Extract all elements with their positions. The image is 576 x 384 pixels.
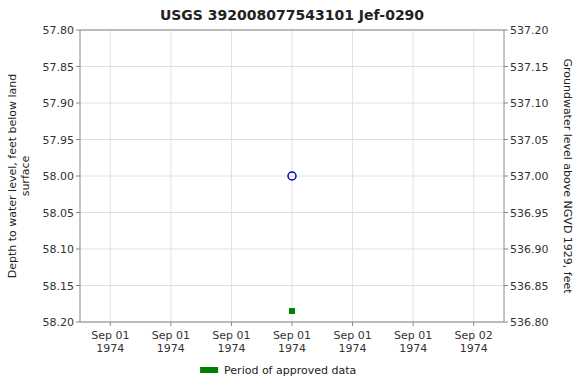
tick-mark: [76, 285, 80, 286]
tick-mark: [292, 322, 293, 326]
y2-tick-label: 536.85: [510, 280, 549, 293]
chart-title: USGS 392008077543101 Jef-0290: [160, 7, 424, 23]
y2-tick-label: 536.80: [510, 316, 549, 329]
text-line: Sep 01: [273, 329, 311, 342]
y2-tick-label: 536.95: [510, 207, 549, 220]
tick-mark: [504, 322, 508, 323]
text-line: Sep 01: [212, 329, 250, 342]
tick-mark: [76, 249, 80, 250]
grid-line: [473, 30, 474, 322]
text-line: 1974: [399, 342, 427, 355]
tick-mark: [76, 139, 80, 140]
y-tick-label: 58.00: [43, 170, 75, 183]
y-tick-label: 57.85: [43, 61, 75, 74]
tick-mark: [504, 285, 508, 286]
tick-mark: [110, 322, 111, 326]
text-line: 1974: [157, 342, 185, 355]
tick-mark: [76, 30, 80, 31]
y2-axis-label: Groundwater level above NGVD 1929, feet: [561, 58, 574, 294]
y-tick-label: 57.95: [43, 134, 75, 147]
legend: Period of approved data: [200, 364, 356, 377]
text-line: 1974: [339, 342, 367, 355]
tick-mark: [76, 103, 80, 104]
y-tick-label: 57.80: [43, 24, 75, 37]
tick-mark: [231, 322, 232, 326]
y2-tick-label: 537.20: [510, 24, 549, 37]
x-tick-label: Sep 011974: [152, 329, 190, 355]
text-line: 1974: [96, 342, 124, 355]
grid-line: [110, 30, 111, 322]
tick-mark: [76, 322, 80, 323]
tick-mark: [504, 30, 508, 31]
y-tick-label: 57.90: [43, 97, 75, 110]
tick-mark: [76, 66, 80, 67]
grid-line: [170, 30, 171, 322]
y2-tick-label: 536.90: [510, 243, 549, 256]
text-line: surface: [19, 155, 32, 196]
text-line: Sep 01: [152, 329, 190, 342]
tick-mark: [504, 139, 508, 140]
y-axis-label: Depth to water level, feet below landsur…: [6, 74, 32, 279]
grid-line: [292, 30, 293, 322]
tick-mark: [473, 322, 474, 326]
y2-tick-label: 537.10: [510, 97, 549, 110]
x-tick-label: Sep 011974: [91, 329, 129, 355]
text-line: 1974: [217, 342, 245, 355]
y-tick-label: 58.15: [43, 280, 75, 293]
background: [0, 0, 576, 384]
y2-tick-label: 537.15: [510, 61, 549, 74]
marks: [288, 172, 296, 314]
x-tick-label: Sep 011974: [333, 329, 371, 355]
tick-mark: [504, 249, 508, 250]
y-tick-label: 58.05: [43, 207, 75, 220]
grid-line: [231, 30, 232, 322]
text-line: Sep 01: [394, 329, 432, 342]
tick-mark: [413, 322, 414, 326]
grid-line: [413, 30, 414, 322]
legend-label: Period of approved data: [224, 364, 356, 377]
x-tick-label: Sep 011974: [273, 329, 311, 355]
x-tick-label: Sep 011974: [394, 329, 432, 355]
y2-tick-label: 537.05: [510, 134, 549, 147]
y2-tick-label: 537.00: [510, 170, 549, 183]
text-line: 1974: [278, 342, 306, 355]
x-tick-label: Sep 011974: [212, 329, 250, 355]
text-line: Sep 02: [455, 329, 493, 342]
tick-mark: [352, 322, 353, 326]
text-line: Sep 01: [333, 329, 371, 342]
tick-mark: [504, 66, 508, 67]
y-tick-label: 58.10: [43, 243, 75, 256]
tick-mark: [504, 212, 508, 213]
text-line: Depth to water level, feet below land: [6, 74, 19, 279]
open-circle-marker: [288, 172, 296, 180]
square-marker: [289, 308, 295, 314]
tick-mark: [76, 212, 80, 213]
grid: [80, 30, 504, 322]
plot-frame: [80, 30, 504, 322]
tick-mark: [504, 103, 508, 104]
grid-line: [352, 30, 353, 322]
text-line: Sep 01: [91, 329, 129, 342]
tick-mark: [170, 322, 171, 326]
tick-mark: [504, 176, 508, 177]
y-tick-label: 58.20: [43, 316, 75, 329]
legend-swatch: [200, 367, 218, 373]
tick-mark: [76, 176, 80, 177]
text-line: 1974: [460, 342, 488, 355]
x-tick-label: Sep 021974: [455, 329, 493, 355]
